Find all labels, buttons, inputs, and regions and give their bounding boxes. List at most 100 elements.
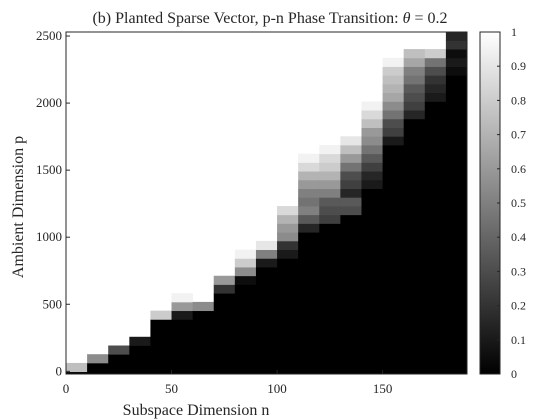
y-tick-label: 1500 (36, 162, 62, 177)
heatmap-cell (277, 223, 299, 233)
heatmap-cell (361, 162, 383, 172)
colorbar-tick-label: 0.4 (511, 230, 526, 244)
heatmap-cell (424, 49, 447, 59)
heatmap-cell (213, 275, 236, 285)
heatmap-cell (319, 153, 341, 163)
heatmap-cell (87, 354, 109, 364)
colorbar-tick-label: 0 (511, 367, 517, 381)
heatmap-cell (361, 118, 383, 128)
colorbar-tick-label: 0.7 (511, 128, 526, 142)
heatmap-failure-region (319, 223, 341, 374)
heatmap-failure-region (66, 371, 88, 374)
heatmap-cell (277, 214, 299, 224)
heatmap-cell (298, 162, 320, 172)
x-tick-label: 150 (373, 381, 393, 396)
colorbar-tick-label: 0.6 (511, 162, 526, 176)
heatmap-cell (298, 171, 320, 181)
heatmap-cell (108, 345, 130, 355)
heatmap-failure-region (87, 362, 109, 374)
colorbar-tick-label: 0.8 (511, 93, 526, 107)
y-tick-label: 2000 (36, 95, 62, 110)
y-axis-ticks: 0 500 1000 1500 2000 2500 (36, 28, 70, 378)
heatmap-failure-region (424, 101, 447, 374)
heatmap-cell (277, 232, 299, 242)
heatmap-cell (361, 144, 383, 155)
heatmap-cell (298, 214, 320, 224)
heatmap-cell (340, 171, 362, 181)
colorbar-tick-label: 0.1 (511, 333, 526, 347)
y-axis-label: Ambient Dimension p (10, 136, 27, 278)
heatmap-cell (277, 240, 299, 251)
heatmap-cell (382, 66, 405, 76)
heatmap-failure-region (234, 284, 257, 374)
heatmap-cell (382, 101, 405, 111)
heatmap-cell (445, 32, 468, 41)
heatmap-cell (234, 249, 257, 259)
heatmap-cell (66, 362, 88, 373)
heatmap-cell (361, 110, 383, 120)
colorbar-tick-label: 0.9 (511, 59, 526, 73)
heatmap-failure-region (277, 258, 299, 374)
heatmap-cell (340, 153, 362, 163)
heatmap-cell (340, 179, 362, 189)
heatmap-cell (298, 179, 320, 189)
heatmap-cell (340, 206, 362, 216)
heatmap-cell (234, 258, 257, 268)
heatmap-failure-region (445, 75, 468, 375)
colorbar: 0 0.1 0.2 0.3 0.4 0.5 0.6 0.7 0.8 0.9 1 (479, 25, 526, 381)
y-tick-label: 500 (43, 296, 63, 311)
colorbar-tick-label: 0.2 (511, 299, 526, 313)
heatmap-failure-region (108, 354, 130, 374)
heatmap-cell (424, 92, 447, 102)
heatmap-failure-region (213, 293, 236, 374)
heatmap-cell (361, 171, 383, 181)
heatmap-cell (340, 162, 362, 172)
heatmap-cell (445, 49, 468, 59)
heatmap-cell (298, 223, 320, 233)
x-axis-ticks: 0 50 100 150 (63, 370, 393, 396)
heatmap-cell (171, 310, 194, 320)
heatmap-cell (255, 240, 278, 251)
heatmap-cell (382, 118, 405, 128)
heatmap-cell (319, 171, 341, 181)
heatmap-cell (361, 127, 383, 137)
y-tick-label: 0 (56, 363, 63, 378)
heatmap-cell (382, 57, 405, 67)
heatmap-cell (382, 110, 405, 120)
heatmap-failure-region (340, 214, 362, 374)
heatmap-cell (277, 249, 299, 259)
heatmap-cell (319, 197, 341, 207)
heatmap-cell (382, 136, 405, 146)
heatmap-cell (298, 197, 320, 207)
heatmap-cell (319, 214, 341, 224)
heatmap-failure-region (129, 345, 151, 374)
heatmap-failure-region (171, 319, 194, 374)
heatmap-cell (403, 110, 426, 120)
heatmap-cell (171, 301, 194, 312)
y-tick-label: 2500 (36, 28, 62, 43)
heatmap-failure-region (298, 232, 320, 374)
heatmap-cell (403, 75, 426, 85)
heatmap-cell (403, 57, 426, 67)
heatmap-cell (382, 92, 405, 102)
heatmap-cell (234, 267, 257, 277)
x-tick-label: 0 (63, 381, 70, 396)
heatmap-cell (192, 301, 215, 312)
heatmap-cell (424, 75, 447, 85)
heatmap-failure-region (403, 118, 426, 374)
heatmap-cell (255, 249, 278, 259)
heatmap-cell (361, 179, 383, 189)
heatmap-cell (298, 153, 320, 163)
heatmap-cell (319, 162, 341, 172)
heatmap-cell (150, 319, 172, 329)
heatmap-failure-region (361, 188, 383, 374)
heatmap-cell (255, 258, 278, 268)
heatmap-cell (340, 197, 362, 207)
heatmap-cell (319, 206, 341, 216)
heatmap-cell (340, 188, 362, 198)
heatmap-cell (150, 310, 172, 320)
heatmap-cell (340, 144, 362, 155)
x-tick-label: 100 (267, 381, 287, 396)
heatmap-cell (424, 57, 447, 67)
